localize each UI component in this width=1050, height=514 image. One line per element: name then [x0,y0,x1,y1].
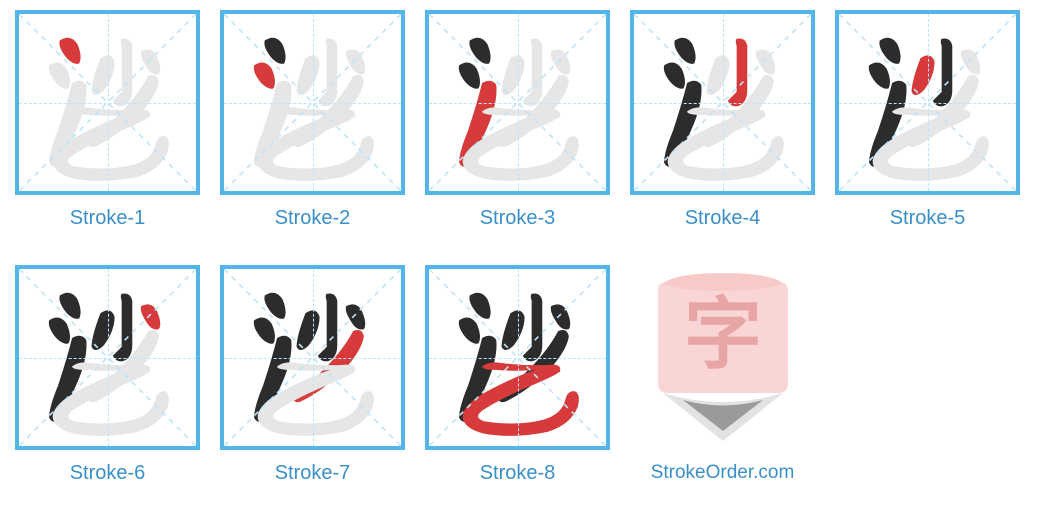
stroke-2 [459,317,480,343]
step-cell-1: Stroke-1 [15,10,200,250]
stroke-tile-7 [220,265,405,450]
stroke-4 [933,38,952,106]
stroke-caption-6: Stroke-6 [70,462,146,485]
step-cell-6: Stroke-6 [15,265,200,505]
svg-text:字: 字 [683,290,761,378]
stroke-6 [756,49,775,74]
source-label: StrokeOrder.com [651,462,795,484]
stroke-6 [141,49,160,74]
stroke-5 [297,55,320,95]
stroke-5 [297,310,320,350]
stroke-caption-7: Stroke-7 [275,462,351,485]
stroke-2 [49,62,70,88]
stroke-6 [961,49,980,74]
stroke-caption-1: Stroke-1 [70,207,146,230]
stroke-6 [551,49,570,74]
stroke-4 [318,38,337,106]
stroke-2 [459,62,480,88]
stroke-tile-3 [425,10,610,195]
stroke-5 [502,310,525,350]
stroke-4 [523,293,542,361]
stroke-1 [674,38,695,64]
stroke-4 [523,38,542,106]
stroke-caption-8: Stroke-8 [480,462,556,485]
stroke-2 [254,317,275,343]
stroke-6 [141,304,160,329]
step-cell-3: Stroke-3 [425,10,610,250]
stroke-4 [113,38,132,106]
stroke-6 [346,49,365,74]
stroke-5 [502,55,525,95]
stroke-tile-1 [15,10,200,195]
stroke-caption-2: Stroke-2 [275,207,351,230]
stroke-1 [469,293,490,319]
stroke-2 [664,62,685,88]
stroke-tile-5 [835,10,1020,195]
stroke-caption-3: Stroke-3 [480,207,556,230]
stroke-1 [879,38,900,64]
stroke-5 [707,55,730,95]
stroke-1 [264,38,285,64]
stroke-4 [728,38,747,106]
stroke-1 [59,38,80,64]
stroke-6 [551,304,570,329]
stroke-order-grid: Stroke-1 Stroke-2 Stroke-3 [15,10,1035,505]
stroke-1 [469,38,490,64]
stroke-2 [254,62,275,88]
stroke-5 [912,55,935,95]
step-cell-8: Stroke-8 [425,265,610,505]
stroke-6 [346,304,365,329]
stroke-4 [113,293,132,361]
stroke-1 [264,293,285,319]
step-cell-4: Stroke-4 [630,10,815,250]
step-cell-2: Stroke-2 [220,10,405,250]
logo-svg: 字 [648,273,798,443]
stroke-4 [318,293,337,361]
stroke-5 [92,55,115,95]
logo-cell: 字 StrokeOrder.com [630,265,815,505]
stroke-2 [49,317,70,343]
stroke-tile-8 [425,265,610,450]
stroke-2 [869,62,890,88]
stroke-caption-4: Stroke-4 [685,207,761,230]
stroke-tile-4 [630,10,815,195]
stroke-tile-6 [15,265,200,450]
stroke-5 [92,310,115,350]
step-cell-5: Stroke-5 [835,10,1020,250]
step-cell-7: Stroke-7 [220,265,405,505]
stroke-1 [59,293,80,319]
stroke-tile-2 [220,10,405,195]
stroke-caption-5: Stroke-5 [890,207,966,230]
logo-tile: 字 [630,265,815,450]
